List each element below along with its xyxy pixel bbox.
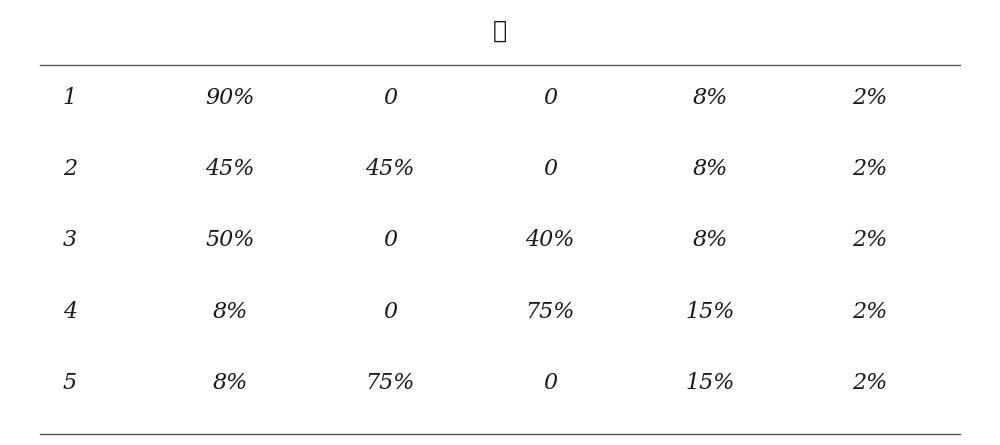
Text: 0: 0	[383, 229, 397, 251]
Text: 层: 层	[493, 19, 507, 43]
Text: 45%: 45%	[365, 158, 415, 180]
Text: 8%: 8%	[692, 229, 728, 251]
Text: 0: 0	[543, 158, 557, 180]
Text: 2%: 2%	[852, 87, 888, 109]
Text: 0: 0	[383, 300, 397, 323]
Text: 0: 0	[383, 87, 397, 109]
Text: 2%: 2%	[852, 372, 888, 394]
Text: 15%: 15%	[685, 372, 735, 394]
Text: 15%: 15%	[685, 300, 735, 323]
Text: 5: 5	[63, 372, 77, 394]
Text: 45%: 45%	[205, 158, 255, 180]
Text: 8%: 8%	[212, 372, 248, 394]
Text: 8%: 8%	[692, 87, 728, 109]
Text: 8%: 8%	[212, 300, 248, 323]
Text: 1: 1	[63, 87, 77, 109]
Text: 2%: 2%	[852, 158, 888, 180]
Text: 2%: 2%	[852, 229, 888, 251]
Text: 0: 0	[543, 87, 557, 109]
Text: 8%: 8%	[692, 158, 728, 180]
Text: 40%: 40%	[525, 229, 575, 251]
Text: 75%: 75%	[365, 372, 415, 394]
Text: 0: 0	[543, 372, 557, 394]
Text: 4: 4	[63, 300, 77, 323]
Text: 50%: 50%	[205, 229, 255, 251]
Text: 75%: 75%	[525, 300, 575, 323]
Text: 90%: 90%	[205, 87, 255, 109]
Text: 2: 2	[63, 158, 77, 180]
Text: 3: 3	[63, 229, 77, 251]
Text: 2%: 2%	[852, 300, 888, 323]
